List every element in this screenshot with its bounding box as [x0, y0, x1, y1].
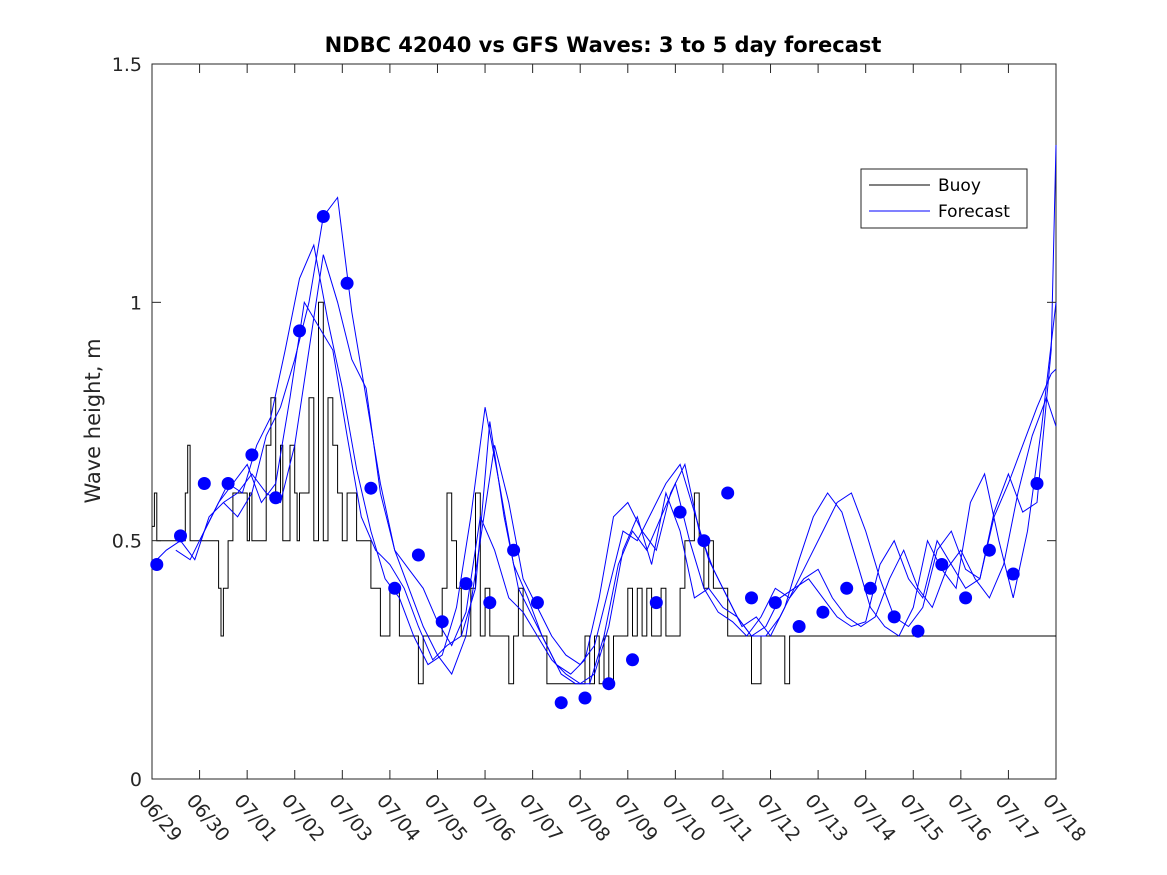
forecast-point — [269, 491, 283, 505]
forecast-point — [245, 448, 259, 462]
y-tick-label: 1.5 — [112, 54, 142, 76]
forecast-point — [649, 596, 663, 610]
forecast-point — [197, 477, 211, 490]
forecast-point — [697, 534, 711, 548]
forecast-point — [316, 210, 330, 223]
forecast-point — [887, 610, 901, 624]
x-tick-label: 07/02 — [277, 790, 329, 846]
forecast-point — [578, 691, 592, 705]
forecast-point — [626, 653, 639, 667]
legend-label-forecast: Forecast — [938, 202, 1010, 222]
forecast-point — [411, 548, 425, 562]
buoy-series-line — [152, 301, 1056, 685]
forecast-point — [293, 324, 306, 338]
y-axis-label: Wave height, m — [81, 338, 105, 503]
x-tick-label: 07/15 — [895, 790, 947, 846]
forecast-point — [459, 577, 473, 591]
x-tick-label: 07/05 — [420, 790, 472, 846]
forecast-point — [1030, 477, 1044, 490]
forecast-point — [935, 558, 949, 571]
forecast-point — [1006, 567, 1020, 581]
forecast-run-line-4 — [223, 144, 1057, 676]
forecast-point — [174, 529, 187, 543]
x-tick-label: 07/03 — [324, 790, 376, 846]
y-tick-label: 0.5 — [112, 531, 142, 553]
forecast-point — [768, 596, 782, 610]
x-tick-label: 07/07 — [515, 790, 567, 846]
forecast-point — [911, 624, 925, 638]
forecast-point — [221, 477, 235, 490]
x-tick-label: 07/01 — [229, 790, 281, 846]
legend: Buoy Forecast — [860, 168, 1028, 229]
legend-box — [860, 168, 1028, 229]
forecast-point — [840, 581, 854, 595]
forecast-run-line-1 — [151, 254, 1057, 685]
forecast-point — [507, 543, 521, 557]
x-tick-label: 06/29 — [134, 790, 186, 846]
x-tick-label: 07/14 — [848, 790, 900, 846]
x-tick-label: 07/06 — [467, 790, 519, 846]
chart-title: NDBC 42040 vs GFS Waves: 3 to 5 day fore… — [325, 33, 882, 57]
x-tick-label: 06/30 — [182, 790, 234, 846]
x-tick-label: 07/12 — [753, 790, 805, 846]
x-tick-label: 07/08 — [562, 790, 614, 846]
y-tick-label: 0 — [130, 769, 142, 791]
x-tick-label: 07/09 — [610, 790, 662, 846]
forecast-point — [435, 615, 449, 629]
forecast-point — [554, 696, 568, 710]
forecast-point — [673, 505, 687, 519]
forecast-point — [388, 581, 402, 595]
forecast-point — [602, 677, 616, 691]
forecast-point — [530, 596, 544, 610]
x-tick-label: 07/16 — [943, 790, 995, 846]
forecast-point — [959, 591, 973, 605]
legend-label-buoy: Buoy — [938, 176, 981, 196]
forecast-point — [792, 620, 806, 633]
y-tick-label: 1 — [130, 292, 142, 314]
series-layer — [150, 144, 1057, 710]
x-tick-label: 07/10 — [658, 790, 710, 846]
x-tick-label: 07/04 — [372, 790, 424, 846]
x-tick-label: 07/17 — [991, 790, 1043, 846]
forecast-point — [340, 276, 354, 290]
forecast-point — [745, 591, 758, 605]
forecast-point — [364, 481, 378, 495]
x-tick-label: 07/13 — [800, 790, 852, 846]
forecast-point — [150, 558, 164, 571]
forecast-point — [816, 605, 830, 619]
x-tick-label: 07/11 — [705, 790, 757, 846]
forecast-point — [721, 486, 735, 500]
forecast-point — [863, 581, 877, 595]
forecast-run-line-2 — [175, 300, 1057, 685]
forecast-point — [483, 596, 497, 610]
x-tick-label: 07/18 — [1038, 790, 1090, 846]
forecast-run-line-3 — [199, 243, 1057, 675]
forecast-point — [982, 543, 996, 557]
